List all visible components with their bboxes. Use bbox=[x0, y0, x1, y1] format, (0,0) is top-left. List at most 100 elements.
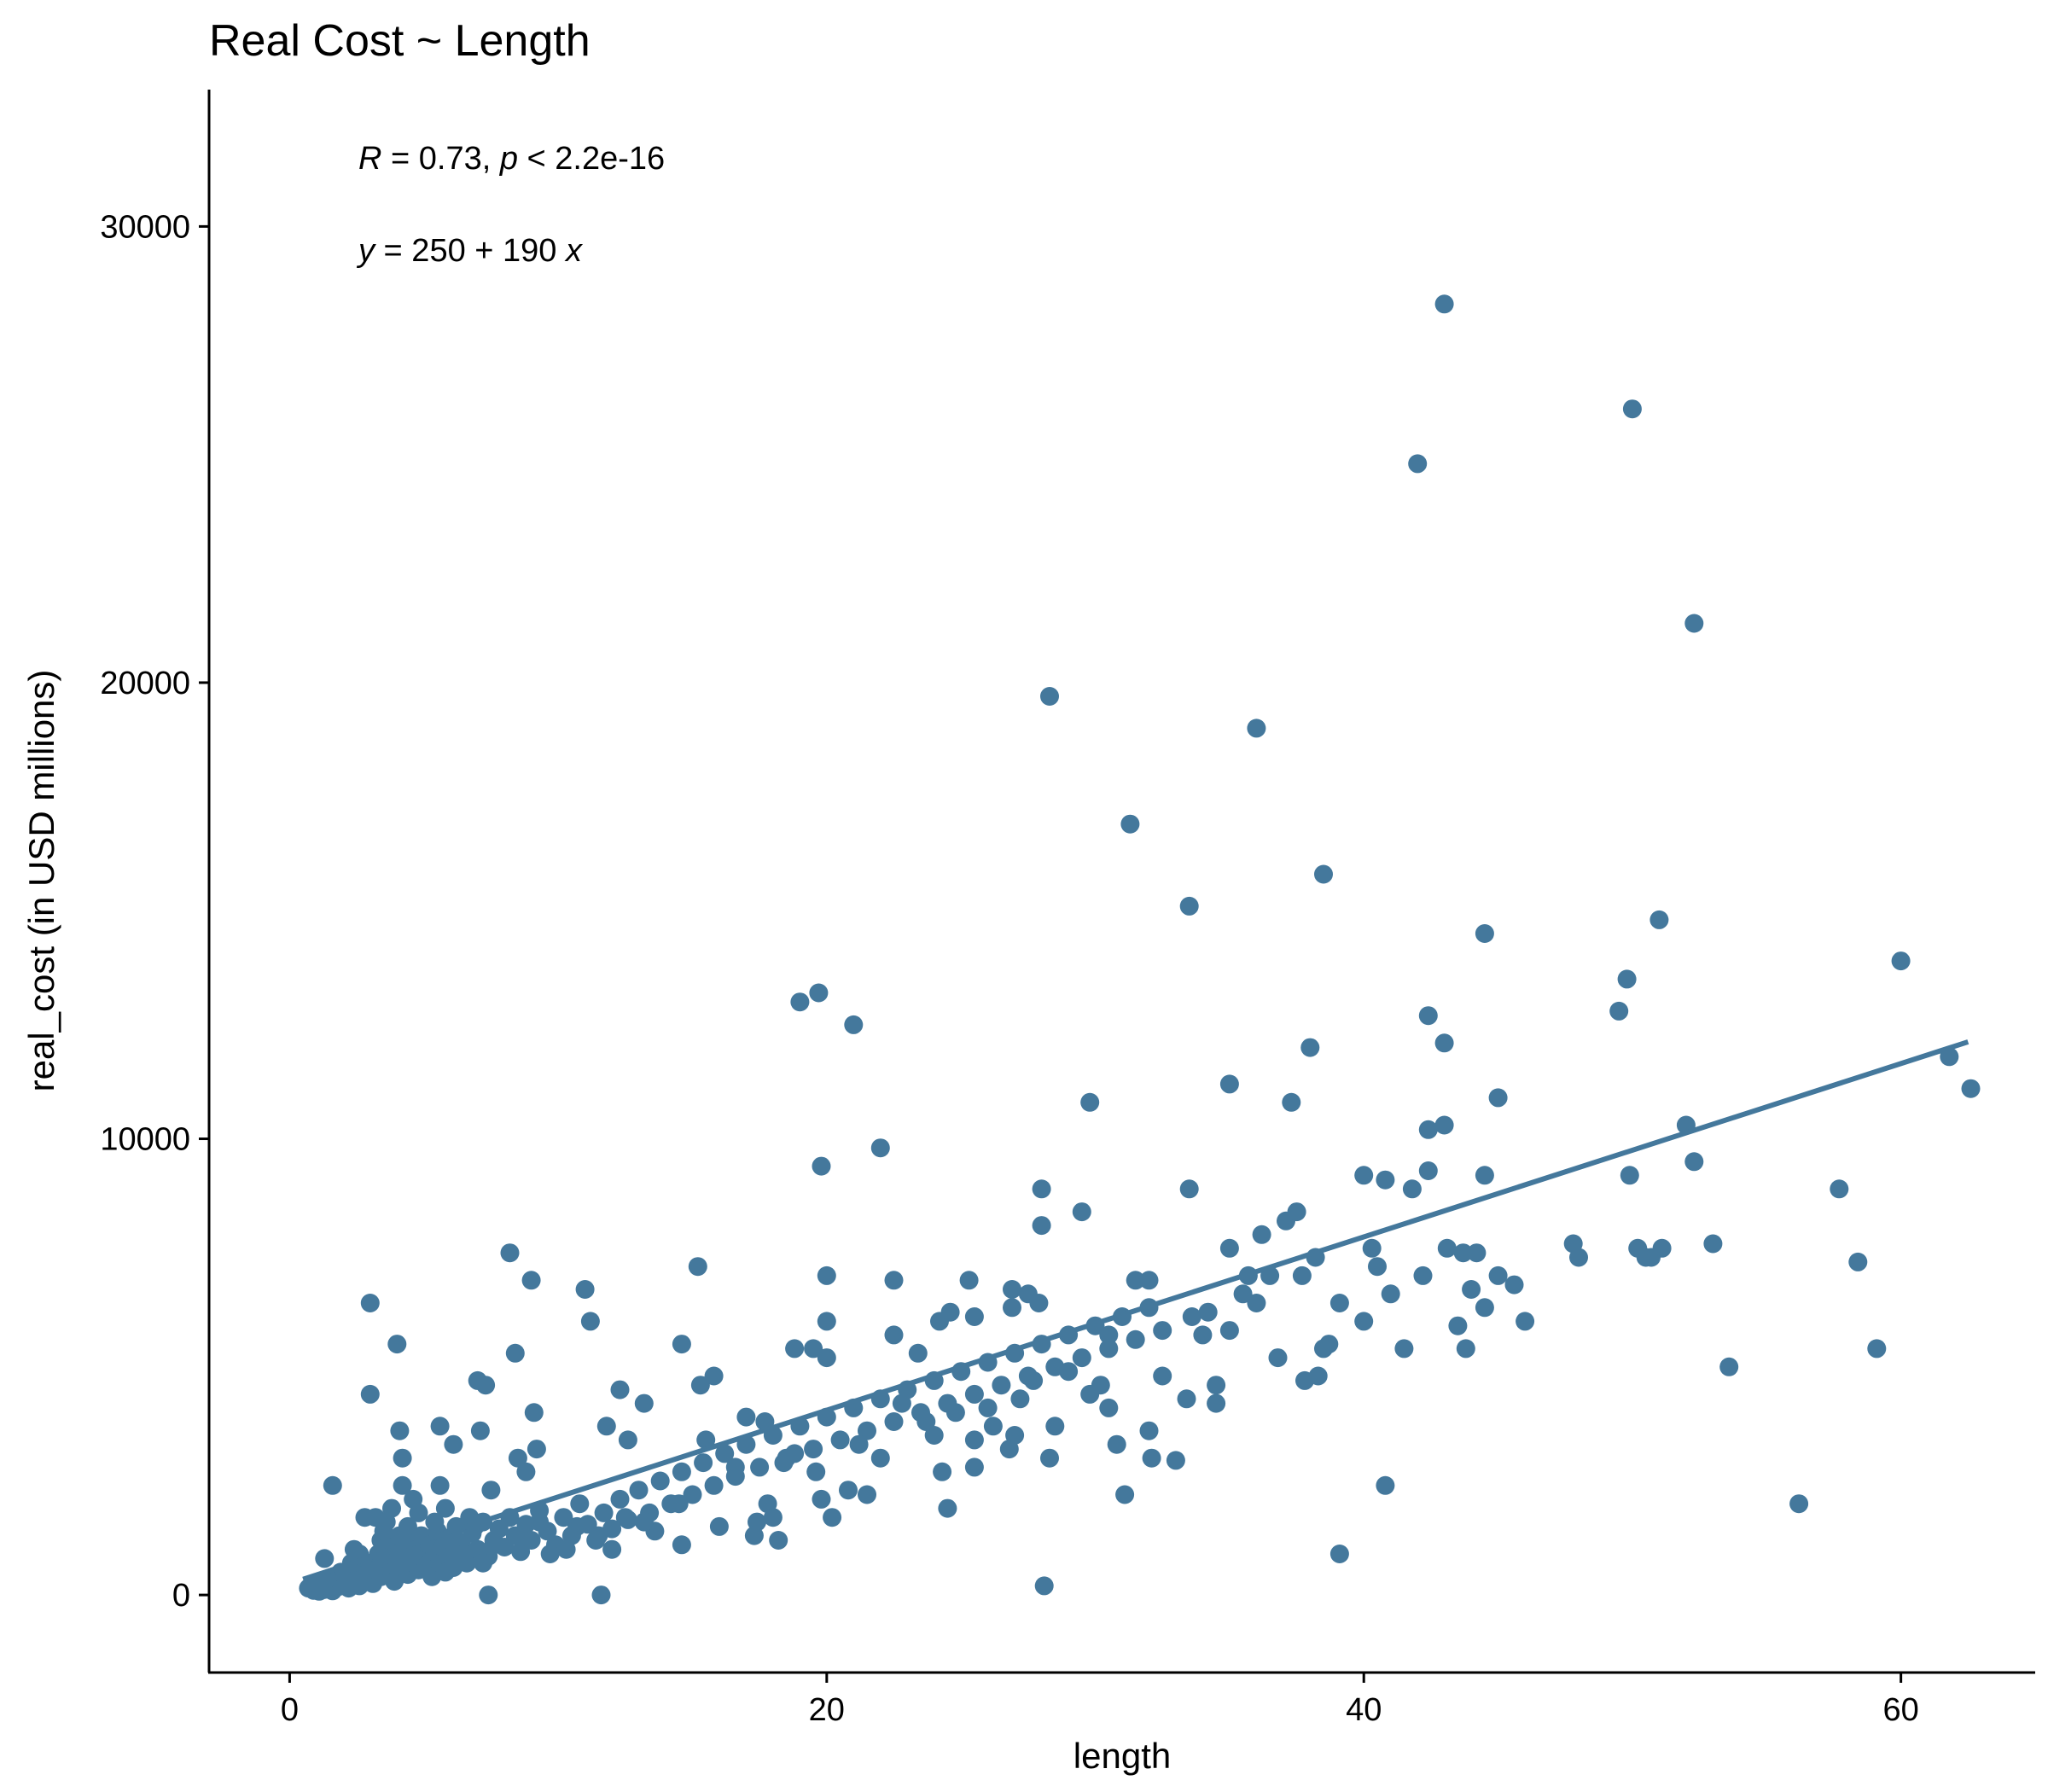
data-point bbox=[964, 1457, 984, 1477]
y-tick-label: 0 bbox=[172, 1578, 190, 1614]
data-point bbox=[444, 1434, 463, 1454]
data-point bbox=[1219, 1074, 1239, 1094]
data-point bbox=[1072, 1348, 1091, 1368]
data-point bbox=[750, 1457, 770, 1477]
data-point bbox=[812, 1489, 831, 1509]
data-point bbox=[830, 1430, 850, 1450]
data-point bbox=[1329, 1294, 1349, 1312]
data-point bbox=[556, 1539, 576, 1559]
data-point bbox=[1034, 1576, 1054, 1596]
data-point bbox=[1115, 1485, 1135, 1504]
data-point bbox=[500, 1243, 520, 1263]
data-point bbox=[1362, 1238, 1382, 1258]
data-point bbox=[1010, 1389, 1030, 1409]
data-point bbox=[992, 1376, 1011, 1395]
data-point bbox=[1308, 1366, 1328, 1386]
data-point bbox=[1179, 896, 1199, 916]
data-point bbox=[540, 1545, 560, 1563]
data-point bbox=[1045, 1417, 1065, 1436]
data-point bbox=[1703, 1234, 1723, 1254]
data-point bbox=[634, 1512, 654, 1532]
data-point bbox=[393, 1448, 412, 1468]
data-point bbox=[610, 1380, 630, 1399]
data-point bbox=[844, 1015, 864, 1034]
data-point bbox=[1032, 1179, 1051, 1199]
data-point bbox=[884, 1325, 904, 1345]
data-point bbox=[870, 1448, 890, 1468]
eq-y-symbol: y bbox=[356, 233, 376, 269]
data-point bbox=[1620, 1166, 1639, 1185]
data-point bbox=[589, 1526, 608, 1545]
data-point bbox=[634, 1393, 654, 1413]
data-point bbox=[1072, 1202, 1091, 1222]
data-point bbox=[1652, 1238, 1672, 1258]
data-point bbox=[521, 1271, 541, 1290]
chart-title: Real Cost ~ Length bbox=[209, 16, 591, 66]
data-point bbox=[360, 1384, 380, 1404]
data-point bbox=[1418, 1120, 1438, 1139]
data-point bbox=[1166, 1451, 1185, 1470]
data-point bbox=[1434, 1033, 1454, 1053]
data-point bbox=[1329, 1545, 1349, 1563]
data-point bbox=[1867, 1339, 1887, 1359]
data-point bbox=[1179, 1179, 1199, 1199]
data-point bbox=[360, 1294, 380, 1312]
stats-annotations: R = 0.73, p < 2.2e-16 y = 250 + 190 x bbox=[356, 141, 665, 269]
data-point bbox=[812, 1156, 831, 1176]
data-point bbox=[1003, 1298, 1021, 1318]
data-point bbox=[715, 1444, 735, 1463]
data-point bbox=[570, 1494, 590, 1514]
data-point bbox=[769, 1531, 788, 1550]
data-point bbox=[1282, 1092, 1301, 1112]
data-point bbox=[964, 1307, 984, 1326]
data-point bbox=[1504, 1275, 1524, 1295]
data-point bbox=[618, 1430, 637, 1450]
data-point bbox=[785, 1444, 805, 1463]
data-point bbox=[983, 1417, 1003, 1436]
data-point bbox=[669, 1494, 689, 1514]
data-point bbox=[1040, 1448, 1059, 1468]
x-tick-label: 0 bbox=[281, 1692, 299, 1728]
data-point bbox=[425, 1512, 445, 1532]
data-point bbox=[1292, 1265, 1312, 1285]
data-point bbox=[817, 1348, 836, 1368]
data-point bbox=[908, 1343, 928, 1363]
data-point bbox=[1126, 1271, 1145, 1290]
data-point bbox=[476, 1376, 496, 1395]
data-point bbox=[1319, 1335, 1339, 1354]
x-tick-label: 40 bbox=[1346, 1692, 1382, 1728]
data-point bbox=[1488, 1088, 1508, 1108]
eq-x-symbol: x bbox=[564, 233, 584, 269]
data-point bbox=[591, 1585, 611, 1605]
data-point bbox=[481, 1481, 501, 1500]
data-point bbox=[672, 1462, 691, 1481]
data-point bbox=[610, 1489, 630, 1509]
data-point bbox=[1300, 1038, 1320, 1057]
data-point bbox=[1381, 1284, 1400, 1304]
data-point bbox=[1891, 951, 1911, 971]
data-point bbox=[933, 1462, 952, 1481]
data-point bbox=[1268, 1348, 1288, 1368]
data-point bbox=[474, 1553, 492, 1573]
data-point bbox=[744, 1526, 764, 1545]
data-point bbox=[688, 1257, 707, 1277]
y-axis-title: real_cost (in USD millions) bbox=[21, 670, 61, 1092]
data-point bbox=[683, 1485, 702, 1504]
data-point bbox=[435, 1498, 455, 1518]
data-point bbox=[650, 1471, 670, 1491]
data-point bbox=[940, 1302, 960, 1322]
data-point bbox=[704, 1366, 724, 1386]
data-point bbox=[1153, 1321, 1172, 1341]
data-point bbox=[1467, 1243, 1487, 1263]
data-point bbox=[484, 1535, 503, 1555]
data-point bbox=[892, 1393, 911, 1413]
data-point bbox=[1107, 1434, 1126, 1454]
data-point bbox=[554, 1508, 573, 1527]
data-point bbox=[1394, 1339, 1414, 1359]
data-point bbox=[817, 1312, 836, 1331]
data-point bbox=[1475, 1166, 1494, 1185]
data-point bbox=[596, 1417, 616, 1436]
data-point bbox=[1462, 1280, 1481, 1299]
data-point bbox=[785, 1339, 805, 1359]
data-point bbox=[1314, 864, 1333, 884]
